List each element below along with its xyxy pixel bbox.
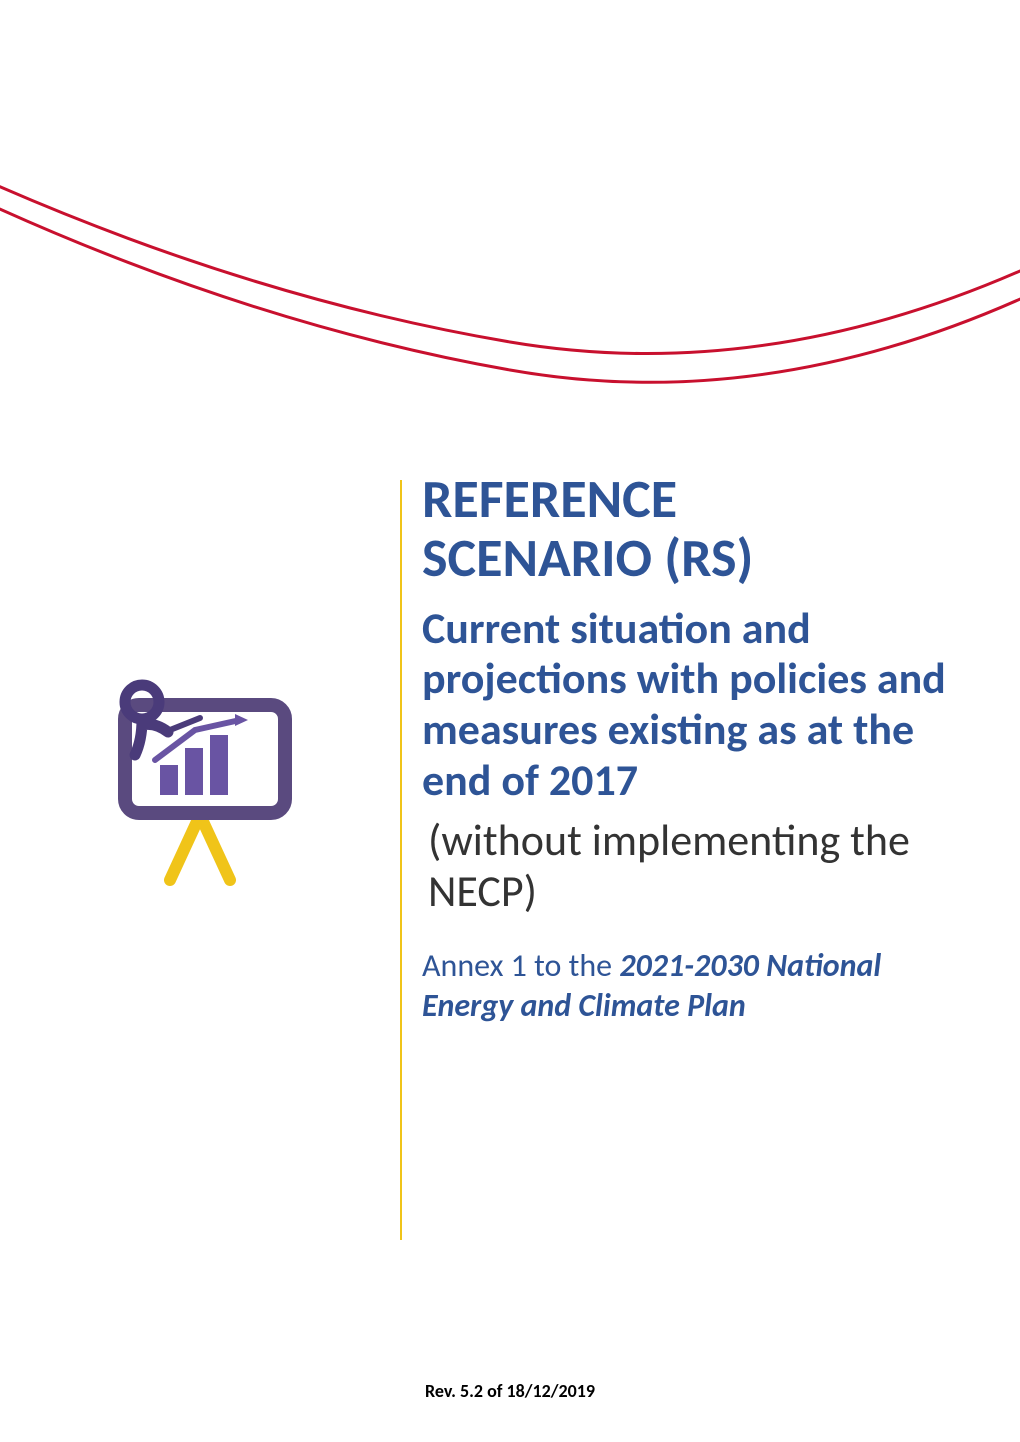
title-line-1: REFERENCE xyxy=(422,466,677,532)
main-content: REFERENCE SCENARIO (RS) Current situatio… xyxy=(0,470,1020,1240)
main-title: REFERENCE SCENARIO (RS) xyxy=(422,470,960,589)
header-swoosh-graphic xyxy=(0,140,1020,420)
footer-revision: Rev. 5.2 of 18/12/2019 xyxy=(0,1380,1020,1402)
annex-prefix: Annex 1 to the xyxy=(422,946,619,985)
subtitle-normal: (without implementing the NECP) xyxy=(422,815,960,916)
text-column: REFERENCE SCENARIO (RS) Current situatio… xyxy=(402,470,1020,1240)
icon-column xyxy=(0,470,400,1240)
annex-text: Annex 1 to the 2021-2030 National Energy… xyxy=(422,946,960,1026)
subtitle-bold: Current situation and projections with p… xyxy=(422,603,960,805)
presentation-chart-icon xyxy=(100,670,300,890)
title-line-2: SCENARIO (RS) xyxy=(422,525,753,591)
